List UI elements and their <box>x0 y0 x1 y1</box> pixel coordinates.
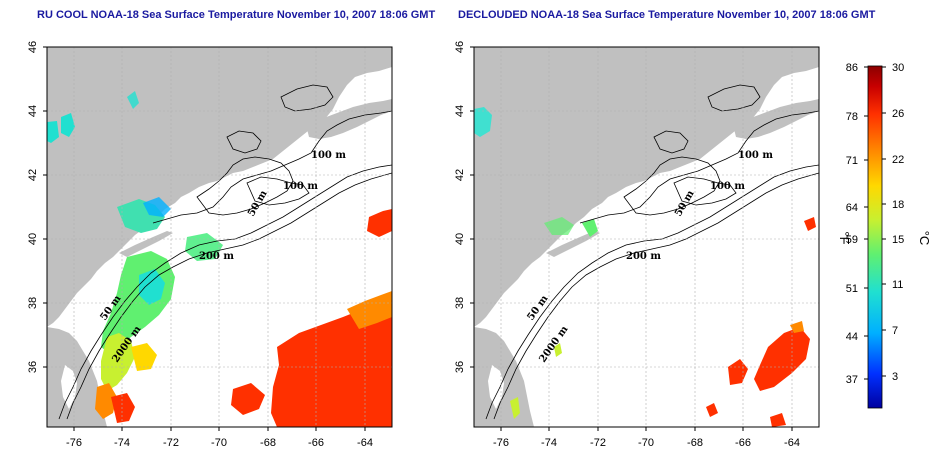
lat-tick-label: 38 <box>454 297 466 309</box>
celsius-tick-label: 22 <box>892 154 904 166</box>
lon-axis-left: -76 -74 -72 -70 -68 -66 -64 <box>66 427 373 449</box>
lon-tick-label: -64 <box>784 437 800 449</box>
lat-tick-label: 46 <box>27 41 39 53</box>
lon-axis-right: -76 -74 -72 -70 -68 -66 -64 <box>493 427 800 449</box>
lat-tick-label: 42 <box>27 169 39 181</box>
lat-tick-label: 40 <box>454 233 466 245</box>
fahrenheit-unit-label: °F <box>837 231 852 244</box>
lon-tick-label: -66 <box>308 437 324 449</box>
contour-label: 100 m <box>710 181 745 192</box>
lat-tick-label: 46 <box>454 41 466 53</box>
celsius-unit-label: °C <box>917 231 932 246</box>
celsius-tick-label: 18 <box>892 199 904 211</box>
celsius-tick-label: 11 <box>892 279 903 291</box>
fahrenheit-tick-label: 78 <box>846 111 858 123</box>
celsius-tick-label: 7 <box>892 325 898 337</box>
lat-tick-label: 44 <box>454 105 466 117</box>
contour-label: 100 m <box>283 181 318 192</box>
map-panel-left: 100 m 100 m 50 m 200 m 50 m 2000 m <box>46 46 393 428</box>
fahrenheit-tick-label: 59 <box>846 234 858 246</box>
fahrenheit-tick-label: 64 <box>846 202 858 214</box>
lat-tick-label: 42 <box>454 169 466 181</box>
contour-label: 100 m <box>311 150 346 161</box>
map-panel-right: 100 m 100 m 50 m 200 m 50 m 2000 m <box>473 46 820 428</box>
celsius-tick-label: 26 <box>892 108 904 120</box>
lon-tick-label: -76 <box>66 437 82 449</box>
lat-tick-label: 36 <box>27 361 39 373</box>
lon-tick-label: -72 <box>590 437 606 449</box>
lon-tick-label: -76 <box>493 437 509 449</box>
lat-tick-label: 38 <box>27 297 39 309</box>
sst-patches <box>47 91 392 427</box>
colorbar-gradient <box>867 65 883 409</box>
fahrenheit-tick-label: 37 <box>846 374 858 386</box>
lat-axis-left: 46 44 42 40 38 36 <box>27 41 47 373</box>
lon-tick-label: -68 <box>260 437 276 449</box>
celsius-tick-label: 3 <box>892 371 898 383</box>
lat-tick-label: 40 <box>27 233 39 245</box>
lon-tick-label: -64 <box>357 437 373 449</box>
fahrenheit-tick-label: 86 <box>846 62 858 74</box>
panel-title-left: RU COOL NOAA-18 Sea Surface Temperature … <box>37 9 436 21</box>
contour-label: 200 m <box>626 251 661 262</box>
lon-tick-label: -74 <box>541 437 557 449</box>
lat-tick-label: 36 <box>454 361 466 373</box>
lon-tick-label: -74 <box>114 437 130 449</box>
lat-lon-grid <box>47 47 392 427</box>
lon-tick-label: -70 <box>211 437 227 449</box>
lat-tick-label: 44 <box>27 105 39 117</box>
colorbar: 86 78 71 64 59 51 44 37 30 26 22 18 15 1… <box>837 62 932 409</box>
sst-patches <box>474 107 816 427</box>
contour-label: 100 m <box>738 150 773 161</box>
lon-tick-label: -68 <box>687 437 703 449</box>
celsius-tick-label: 30 <box>892 62 904 74</box>
fahrenheit-tick-label: 51 <box>846 283 858 295</box>
lon-tick-label: -66 <box>735 437 751 449</box>
fahrenheit-tick-label: 71 <box>846 155 858 167</box>
lat-axis-right: 46 44 42 40 38 36 <box>454 41 474 373</box>
panel-title-right: DECLOUDED NOAA-18 Sea Surface Temperatur… <box>458 9 876 21</box>
contour-label: 200 m <box>199 251 234 262</box>
lat-lon-grid <box>474 47 819 427</box>
fahrenheit-tick-label: 44 <box>846 331 858 343</box>
lon-tick-label: -70 <box>638 437 654 449</box>
lon-tick-label: -72 <box>163 437 179 449</box>
celsius-tick-label: 15 <box>892 234 904 246</box>
